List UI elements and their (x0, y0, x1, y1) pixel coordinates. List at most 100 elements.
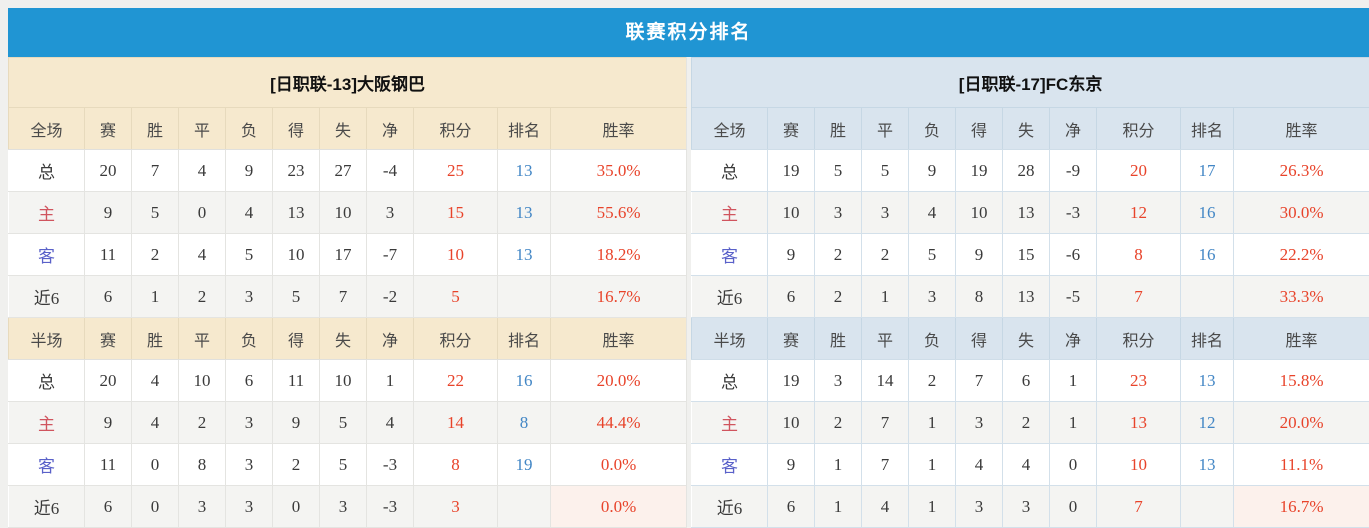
stat-cell: 1 (909, 444, 956, 486)
stat-cell: 23 (1097, 360, 1181, 402)
stat-cell: 1 (909, 486, 956, 528)
stat-cell: 2 (132, 234, 179, 276)
stat-cell: 3 (815, 192, 862, 234)
stat-cell: -2 (367, 276, 414, 318)
stat-cell: 14 (862, 360, 909, 402)
stat-cell: 7 (1097, 486, 1181, 528)
stat-cell: 1 (367, 360, 414, 402)
stat-cell: 0 (179, 192, 226, 234)
column-header: 得 (956, 108, 1003, 150)
column-header-row: 全场赛胜平负得失净积分排名胜率 (9, 108, 687, 150)
stat-cell: 8 (956, 276, 1003, 318)
stat-cell: 17 (320, 234, 367, 276)
stat-cell: 6 (226, 360, 273, 402)
stat-cell: 3 (862, 192, 909, 234)
stat-cell: 4 (132, 360, 179, 402)
stat-cell: -3 (367, 486, 414, 528)
stat-cell: 1 (909, 402, 956, 444)
column-header: 赛 (768, 108, 815, 150)
stat-cell: 6 (85, 276, 132, 318)
stat-cell: 2 (815, 276, 862, 318)
stat-cell: 9 (956, 234, 1003, 276)
stat-cell: 13 (498, 234, 551, 276)
stat-cell: 0 (273, 486, 320, 528)
row-label: 客 (692, 234, 768, 276)
column-header: 胜率 (1234, 318, 1369, 360)
row-label: 近6 (692, 276, 768, 318)
stat-cell: 3 (414, 486, 498, 528)
stat-cell: 27 (320, 150, 367, 192)
stat-cell: 3 (367, 192, 414, 234)
stat-cell: 10 (768, 192, 815, 234)
stat-cell: 11 (273, 360, 320, 402)
stat-cell: 9 (273, 402, 320, 444)
row-label: 总 (692, 150, 768, 192)
stat-cell: 7 (862, 402, 909, 444)
stat-cell: 2 (815, 402, 862, 444)
row-label: 主 (9, 402, 85, 444)
stat-cell: -3 (367, 444, 414, 486)
stat-cell: 3 (956, 402, 1003, 444)
team-header-row: [日职联-13]大阪钢巴 (9, 58, 687, 108)
stat-cell: 5 (862, 150, 909, 192)
stat-cell: 22.2% (1234, 234, 1369, 276)
column-header: 胜 (815, 318, 862, 360)
stat-cell: 0 (1050, 444, 1097, 486)
row-label: 主 (692, 402, 768, 444)
column-header: 失 (1003, 108, 1050, 150)
stat-cell: 3 (226, 486, 273, 528)
stat-cell: 1 (1050, 402, 1097, 444)
column-header: 胜率 (1234, 108, 1369, 150)
column-header: 积分 (1097, 108, 1181, 150)
section-label: 半场 (9, 318, 85, 360)
row-label: 近6 (692, 486, 768, 528)
stat-cell: 4 (179, 234, 226, 276)
column-header: 负 (226, 108, 273, 150)
column-header: 赛 (768, 318, 815, 360)
stat-cell: 3 (909, 276, 956, 318)
column-header: 积分 (1097, 318, 1181, 360)
stat-cell: 13 (498, 150, 551, 192)
stat-cell: 4 (956, 444, 1003, 486)
row-label: 总 (692, 360, 768, 402)
column-header: 得 (273, 318, 320, 360)
stat-cell: 3 (226, 276, 273, 318)
stat-cell: 25 (414, 150, 498, 192)
stat-cell: 2 (815, 234, 862, 276)
stat-cell: 2 (909, 360, 956, 402)
column-header: 失 (320, 318, 367, 360)
stat-cell: 18.2% (551, 234, 687, 276)
column-header: 胜 (132, 108, 179, 150)
section-label: 半场 (692, 318, 768, 360)
stat-cell: 13 (1003, 192, 1050, 234)
row-label: 客 (9, 444, 85, 486)
column-header: 净 (367, 108, 414, 150)
stat-cell: 11 (85, 444, 132, 486)
stat-cell: 5 (815, 150, 862, 192)
stat-cell: 13 (273, 192, 320, 234)
column-header-row: 全场赛胜平负得失净积分排名胜率 (692, 108, 1369, 150)
stat-cell: 3 (226, 444, 273, 486)
stat-cell: -7 (367, 234, 414, 276)
stat-cell: 22 (414, 360, 498, 402)
stat-cell: 2 (862, 234, 909, 276)
stat-cell: 2 (179, 402, 226, 444)
stat-cell: 16.7% (551, 276, 687, 318)
stat-cell: 6 (768, 486, 815, 528)
column-header: 赛 (85, 318, 132, 360)
column-header: 平 (862, 318, 909, 360)
stat-cell: 8 (414, 444, 498, 486)
stat-cell: 20 (1097, 150, 1181, 192)
stat-cell: 2 (273, 444, 320, 486)
